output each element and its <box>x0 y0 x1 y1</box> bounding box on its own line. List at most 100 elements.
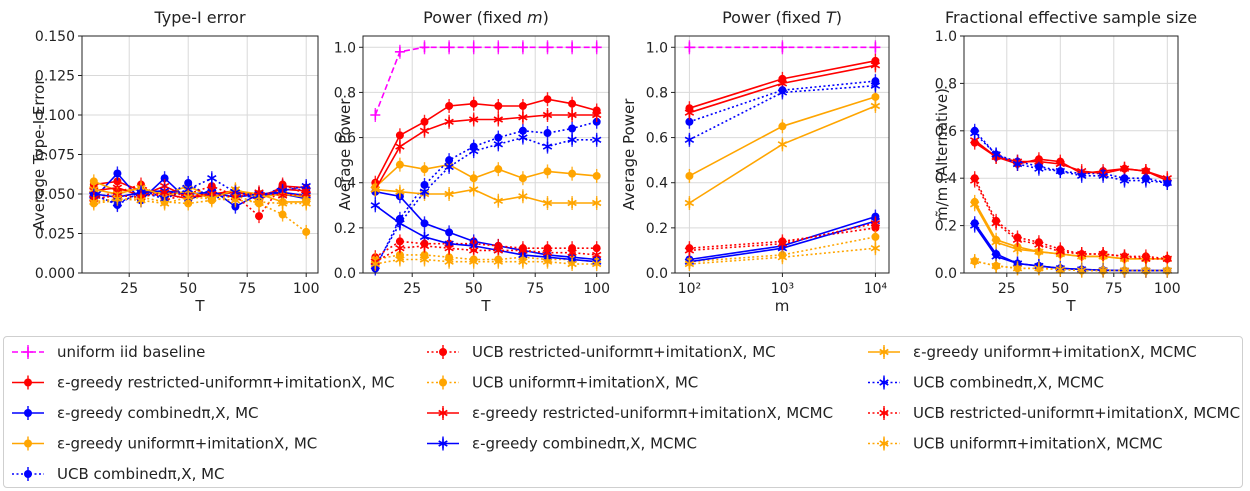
data-point <box>1034 239 1044 250</box>
data-point <box>1141 175 1151 186</box>
data-point <box>969 175 980 186</box>
data-point <box>469 174 478 183</box>
series-line <box>375 254 597 263</box>
series-eg_comb_mcmc <box>370 198 602 269</box>
legend-entry-ucb_ru_mcmc: UCB restricted-uniformπ+imitationX, MCMC <box>868 404 1240 422</box>
x-tick-label: 75 <box>1105 281 1123 297</box>
data-point <box>468 184 479 195</box>
data-point <box>493 114 504 125</box>
y-tick-label: 0.050 <box>35 187 75 203</box>
y-axis-label: Average Type-I Error <box>30 78 48 231</box>
data-point <box>420 165 429 174</box>
data-point <box>543 167 552 176</box>
data-point <box>136 195 146 206</box>
legend-marker <box>438 408 448 418</box>
data-point <box>370 184 381 195</box>
series-line <box>93 183 307 218</box>
legend-entry-eg_comb_mcmc: ε-greedy combinedπ,X, MCMC <box>427 435 697 453</box>
y-tick-label: 0.6 <box>646 131 668 147</box>
series-ucb_ru_mc <box>970 171 1172 266</box>
data-point <box>684 198 695 208</box>
series-line <box>374 121 597 269</box>
data-point <box>395 160 404 169</box>
legend-entry-ucb_unif_mc: UCB uniformπ+imitationX, MC <box>427 374 698 392</box>
y-tick-label: 0.8 <box>935 76 957 92</box>
legend-label: UCB uniformπ+imitationX, MCMC <box>913 435 1163 453</box>
data-point <box>444 116 454 127</box>
x-tick-label: 50 <box>465 281 483 297</box>
data-point <box>1098 265 1108 276</box>
data-point <box>395 186 405 197</box>
data-point <box>969 128 980 139</box>
data-point <box>160 174 169 183</box>
data-point <box>542 110 553 120</box>
data-point <box>870 60 881 71</box>
series-eg_ru_mc <box>970 135 1172 188</box>
data-point <box>684 259 695 269</box>
data-point <box>468 245 479 256</box>
legend-marker <box>438 438 448 449</box>
panel-title: Type-I error <box>153 8 245 27</box>
data-point <box>1034 163 1044 174</box>
data-point <box>969 199 980 210</box>
data-point <box>1012 234 1023 245</box>
series-ucb_comb_mc <box>970 123 1172 190</box>
data-point <box>591 134 602 145</box>
y-tick-label: 0.100 <box>35 108 75 124</box>
data-point <box>518 112 528 123</box>
legend-marker <box>879 438 889 449</box>
data-point <box>871 92 880 101</box>
data-point <box>444 189 454 199</box>
data-point <box>777 238 788 249</box>
data-point <box>567 134 577 145</box>
data-point <box>255 212 263 221</box>
legend-label: UCB restricted-uniformπ+imitationX, MCMC <box>913 404 1240 422</box>
data-point <box>777 42 788 53</box>
data-point <box>277 198 288 209</box>
legend-marker <box>879 377 889 388</box>
x-tick-label: 25 <box>120 281 138 297</box>
series-line <box>974 201 1168 260</box>
data-point <box>395 254 405 265</box>
series-line <box>374 204 597 263</box>
x-tick-label: 100 <box>1154 281 1181 297</box>
series-line <box>973 180 1168 260</box>
series-ucb_unif_mcmc <box>89 190 311 211</box>
y-tick-label: 0.025 <box>35 227 75 243</box>
y-tick-label: 0.4 <box>334 176 356 192</box>
series-ucb_ru_mcmc <box>684 216 881 258</box>
series-line <box>974 130 1168 184</box>
axes-frame <box>81 35 319 274</box>
data-point <box>1162 265 1173 276</box>
data-point <box>444 243 454 254</box>
data-point <box>870 243 881 254</box>
legend-label: ε-greedy uniformπ+imitationX, MC <box>57 435 317 453</box>
data-point <box>969 256 980 267</box>
series-eg_ru_mcmc <box>370 108 602 197</box>
data-point <box>991 260 1001 271</box>
data-point <box>468 42 479 53</box>
series-line <box>375 258 597 265</box>
data-point <box>1012 159 1023 169</box>
data-point <box>419 254 430 265</box>
data-point <box>395 141 405 152</box>
series-line <box>974 141 1168 182</box>
data-point <box>159 187 170 198</box>
y-tick-label: 0.6 <box>935 124 957 140</box>
series-uniform <box>684 40 881 55</box>
x-axis-label: T <box>194 297 205 315</box>
legend-entry-ucb_comb_mcmc: UCB combinedπ,X, MCMC <box>868 374 1104 392</box>
data-point <box>230 195 241 206</box>
panel-title: Power (fixed T) <box>722 8 842 27</box>
x-tick-label: 50 <box>179 281 197 297</box>
legend-label: UCB uniformπ+imitationX, MC <box>472 374 698 392</box>
data-point <box>991 149 1001 160</box>
data-point <box>207 173 217 184</box>
data-point <box>469 99 478 108</box>
series-line <box>374 163 597 188</box>
data-point <box>1098 249 1108 259</box>
data-point <box>370 110 381 120</box>
y-tick-label: 0.0 <box>935 266 957 282</box>
series-line <box>93 196 307 205</box>
y-tick-label: 0.2 <box>334 221 356 237</box>
